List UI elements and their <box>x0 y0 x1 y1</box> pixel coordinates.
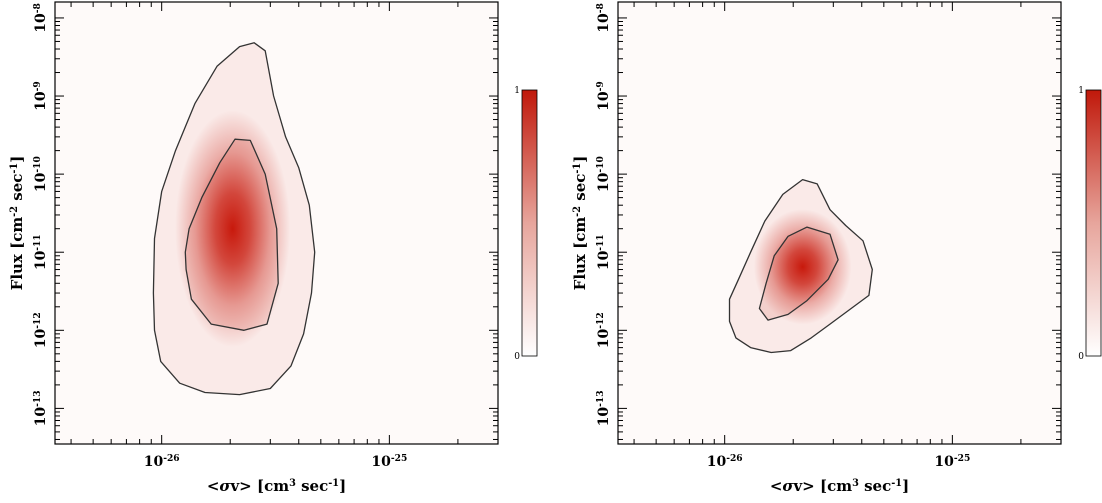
x-tick-label: 10-25 <box>371 453 407 471</box>
panel-2: 10-26 10-25 10-13 10-12 10-11 10-10 10-9 10-8 <σ… <box>571 2 1101 495</box>
plot-area <box>55 2 498 444</box>
colorbar-gradient <box>1086 90 1101 356</box>
y-tick-label: 10-13 <box>595 390 613 426</box>
y-axis-label: Flux [cm-2 sec-1] <box>8 156 26 291</box>
x-tick-label: 10-25 <box>934 453 970 471</box>
colorbar-min-label: 0 <box>514 352 520 362</box>
y-tick-label: 10-11 <box>32 234 50 270</box>
y-tick-label: 10-12 <box>32 312 50 348</box>
y-tick-label: 10-8 <box>32 3 50 33</box>
panel-1: 10-26 10-25 10-13 10-12 10-11 10-10 10-9 10-8 <σ… <box>8 2 537 495</box>
colorbar-max-label: 1 <box>1078 86 1084 96</box>
x-axis-label: <σv> [cm3 sec-1] <box>770 477 909 495</box>
colorbar: 10 <box>1078 86 1101 362</box>
y-tick-label: 10-13 <box>32 390 50 426</box>
colorbar: 10 <box>514 86 537 362</box>
colorbar-max-label: 1 <box>514 86 520 96</box>
y-tick-label: 10-10 <box>32 156 50 192</box>
colorbar-min-label: 0 <box>1078 352 1084 362</box>
density-peak <box>175 110 290 347</box>
y-tick-label: 10-8 <box>595 3 613 33</box>
y-tick-label: 10-12 <box>595 312 613 348</box>
y-tick-label: 10-11 <box>595 234 613 270</box>
plot-area <box>618 2 1061 444</box>
y-tick-label: 10-10 <box>595 156 613 192</box>
y-tick-label: 10-9 <box>32 81 50 111</box>
x-tick-label: 10-26 <box>144 453 180 471</box>
colorbar-gradient <box>522 90 537 356</box>
y-tick-label: 10-9 <box>595 81 613 111</box>
density-peak <box>754 209 852 324</box>
x-tick-label: 10-26 <box>707 453 743 471</box>
x-axis-label: <σv> [cm3 sec-1] <box>207 477 346 495</box>
y-axis-label: Flux [cm-2 sec-1] <box>571 156 589 291</box>
